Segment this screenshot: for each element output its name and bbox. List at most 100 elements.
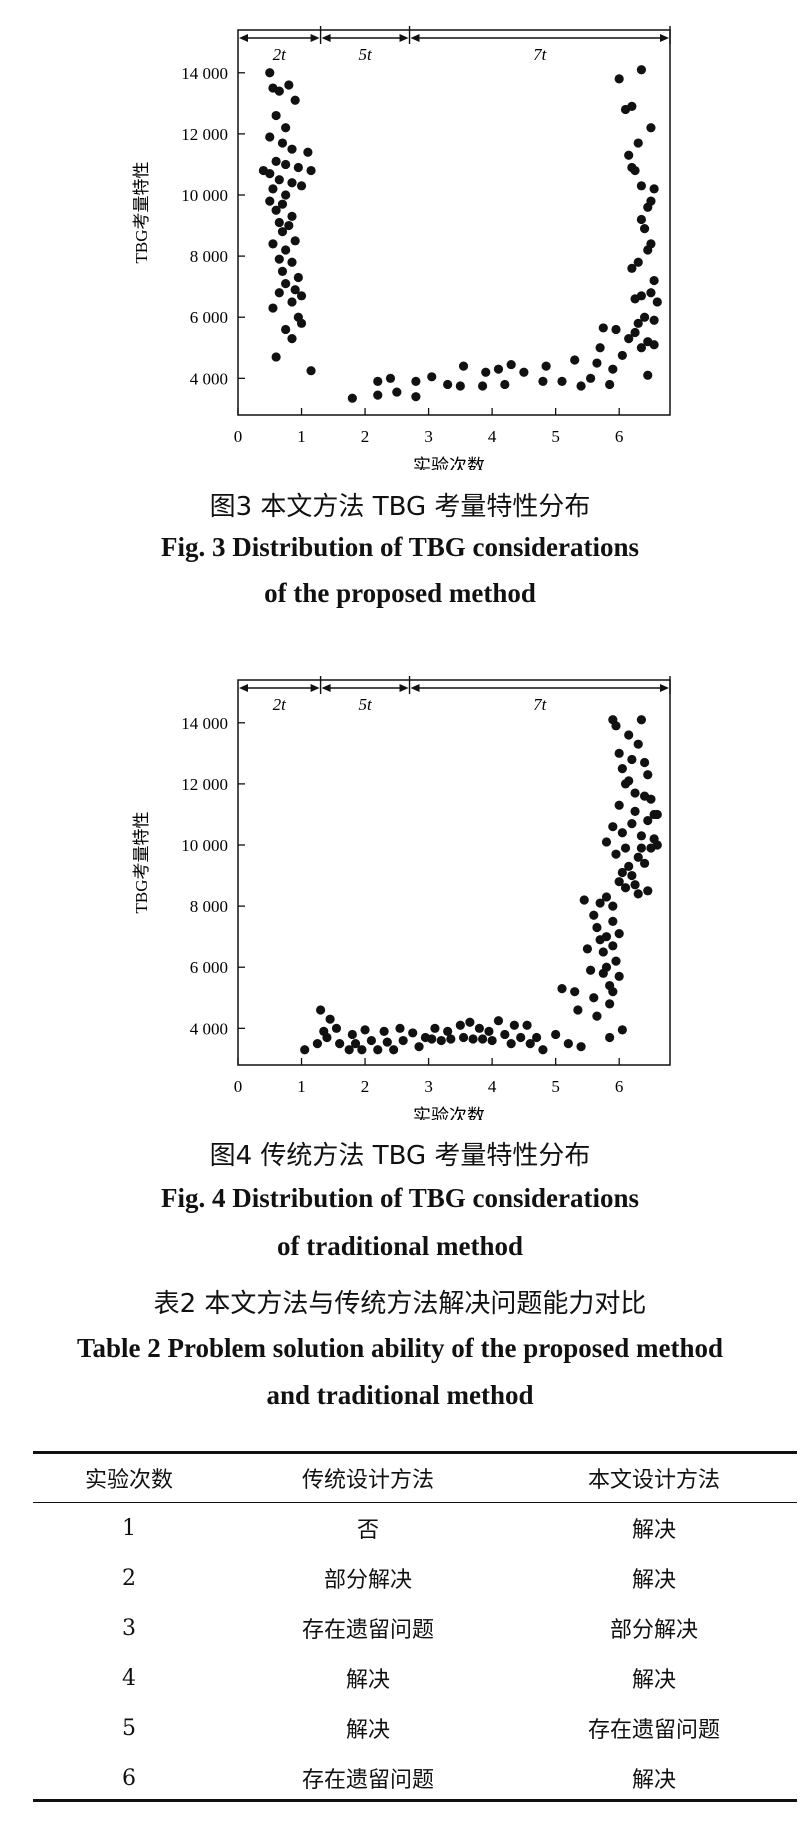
data-point	[636, 715, 647, 725]
data-point	[506, 1039, 516, 1049]
data-point	[620, 843, 631, 853]
data-point	[271, 205, 281, 215]
data-point	[639, 224, 650, 234]
data-point	[385, 373, 396, 383]
data-point	[306, 165, 316, 176]
y-tick-label: 14 000	[181, 714, 228, 733]
data-point	[344, 1045, 354, 1055]
x-tick-label: 3	[424, 427, 433, 446]
data-point	[595, 343, 605, 353]
y-tick-label: 6 000	[190, 308, 228, 327]
table-bottom-rule	[33, 1799, 797, 1802]
x-tick-label: 6	[615, 1077, 624, 1096]
data-point	[633, 852, 643, 862]
data-point	[265, 68, 275, 78]
phase-arrowhead-right	[660, 34, 669, 42]
x-tick-label: 5	[551, 1077, 560, 1096]
x-tick-label: 0	[234, 427, 243, 446]
data-point	[274, 175, 284, 185]
y-tick-label: 8 000	[190, 247, 228, 266]
y-tick-label: 12 000	[181, 775, 228, 794]
data-point	[347, 1029, 357, 1040]
table2-caption-en-line1: Table 2 Problem solution ability of the …	[76, 1333, 724, 1363]
data-point	[630, 806, 640, 816]
phase-arrowhead-left	[410, 684, 420, 692]
phase-label: 2t	[273, 695, 288, 714]
data-point	[293, 272, 303, 283]
data-point	[643, 815, 653, 826]
data-point	[639, 791, 650, 801]
data-point	[605, 1032, 615, 1043]
data-point	[570, 987, 580, 997]
table-row: 6 存在遗留问题 解决	[33, 1753, 797, 1803]
data-point	[458, 1032, 469, 1043]
data-point	[373, 376, 383, 386]
data-point	[585, 965, 596, 975]
data-point	[271, 352, 281, 362]
data-point	[427, 1034, 437, 1044]
data-point	[509, 1020, 519, 1030]
y-tick-label: 8 000	[190, 897, 228, 916]
y-axis-label: TBG考量特性	[132, 162, 151, 264]
data-point	[617, 764, 627, 774]
data-point	[605, 999, 615, 1009]
x-tick-label: 4	[488, 1077, 497, 1096]
data-point	[611, 849, 621, 859]
data-point	[411, 376, 421, 386]
cell-traditional: 部分解决	[324, 1568, 413, 1593]
data-point	[408, 1028, 418, 1038]
data-point	[271, 110, 281, 121]
data-point	[290, 236, 300, 246]
x-tick-label: 1	[297, 1077, 306, 1096]
data-point	[287, 334, 297, 344]
y-axis-label: TBG考量特性	[132, 812, 151, 914]
data-point	[287, 257, 297, 267]
data-point	[557, 376, 567, 386]
data-point	[598, 323, 608, 333]
data-point	[265, 132, 275, 142]
data-point	[633, 889, 643, 899]
data-point	[312, 1039, 323, 1049]
data-point	[630, 294, 640, 304]
data-point	[649, 340, 659, 350]
data-point	[277, 138, 288, 148]
plot-frame	[237, 29, 671, 416]
data-point	[455, 381, 465, 391]
table2-caption-cn: 表2 本文方法与传统方法解决问题能力对比	[153, 1289, 647, 1319]
data-point	[601, 892, 612, 902]
data-point	[649, 275, 659, 286]
data-point	[627, 101, 637, 111]
data-point	[360, 1025, 370, 1035]
phase-label: 7t	[533, 695, 548, 714]
y-tick-label: 10 000	[181, 186, 228, 205]
data-point	[331, 1023, 342, 1033]
data-point	[627, 263, 637, 273]
data-point	[303, 147, 313, 157]
x-tick-label: 5	[551, 427, 560, 446]
phase-arrowhead-right	[660, 684, 669, 692]
fig4-caption-en-line2: of traditional method	[277, 1231, 523, 1261]
data-point	[268, 184, 278, 194]
data-point	[274, 254, 284, 264]
data-point	[296, 318, 307, 328]
data-point	[589, 993, 599, 1003]
y-tick-label: 12 000	[181, 125, 228, 144]
data-point	[630, 788, 640, 798]
data-point	[481, 367, 491, 377]
data-point	[315, 1005, 326, 1015]
data-point	[493, 364, 504, 374]
data-point	[392, 387, 402, 397]
data-point	[411, 392, 421, 402]
data-point	[265, 196, 275, 206]
data-point	[382, 1037, 392, 1047]
cell-traditional: 否	[357, 1518, 380, 1543]
phase-label: 5t	[358, 45, 373, 64]
data-point	[643, 245, 653, 255]
data-point	[646, 843, 656, 853]
data-point	[274, 217, 284, 228]
data-point	[636, 65, 647, 75]
data-point	[624, 730, 634, 740]
data-point	[652, 297, 662, 307]
cell-traditional: 存在遗留问题	[302, 1618, 435, 1643]
data-point	[322, 1032, 332, 1043]
